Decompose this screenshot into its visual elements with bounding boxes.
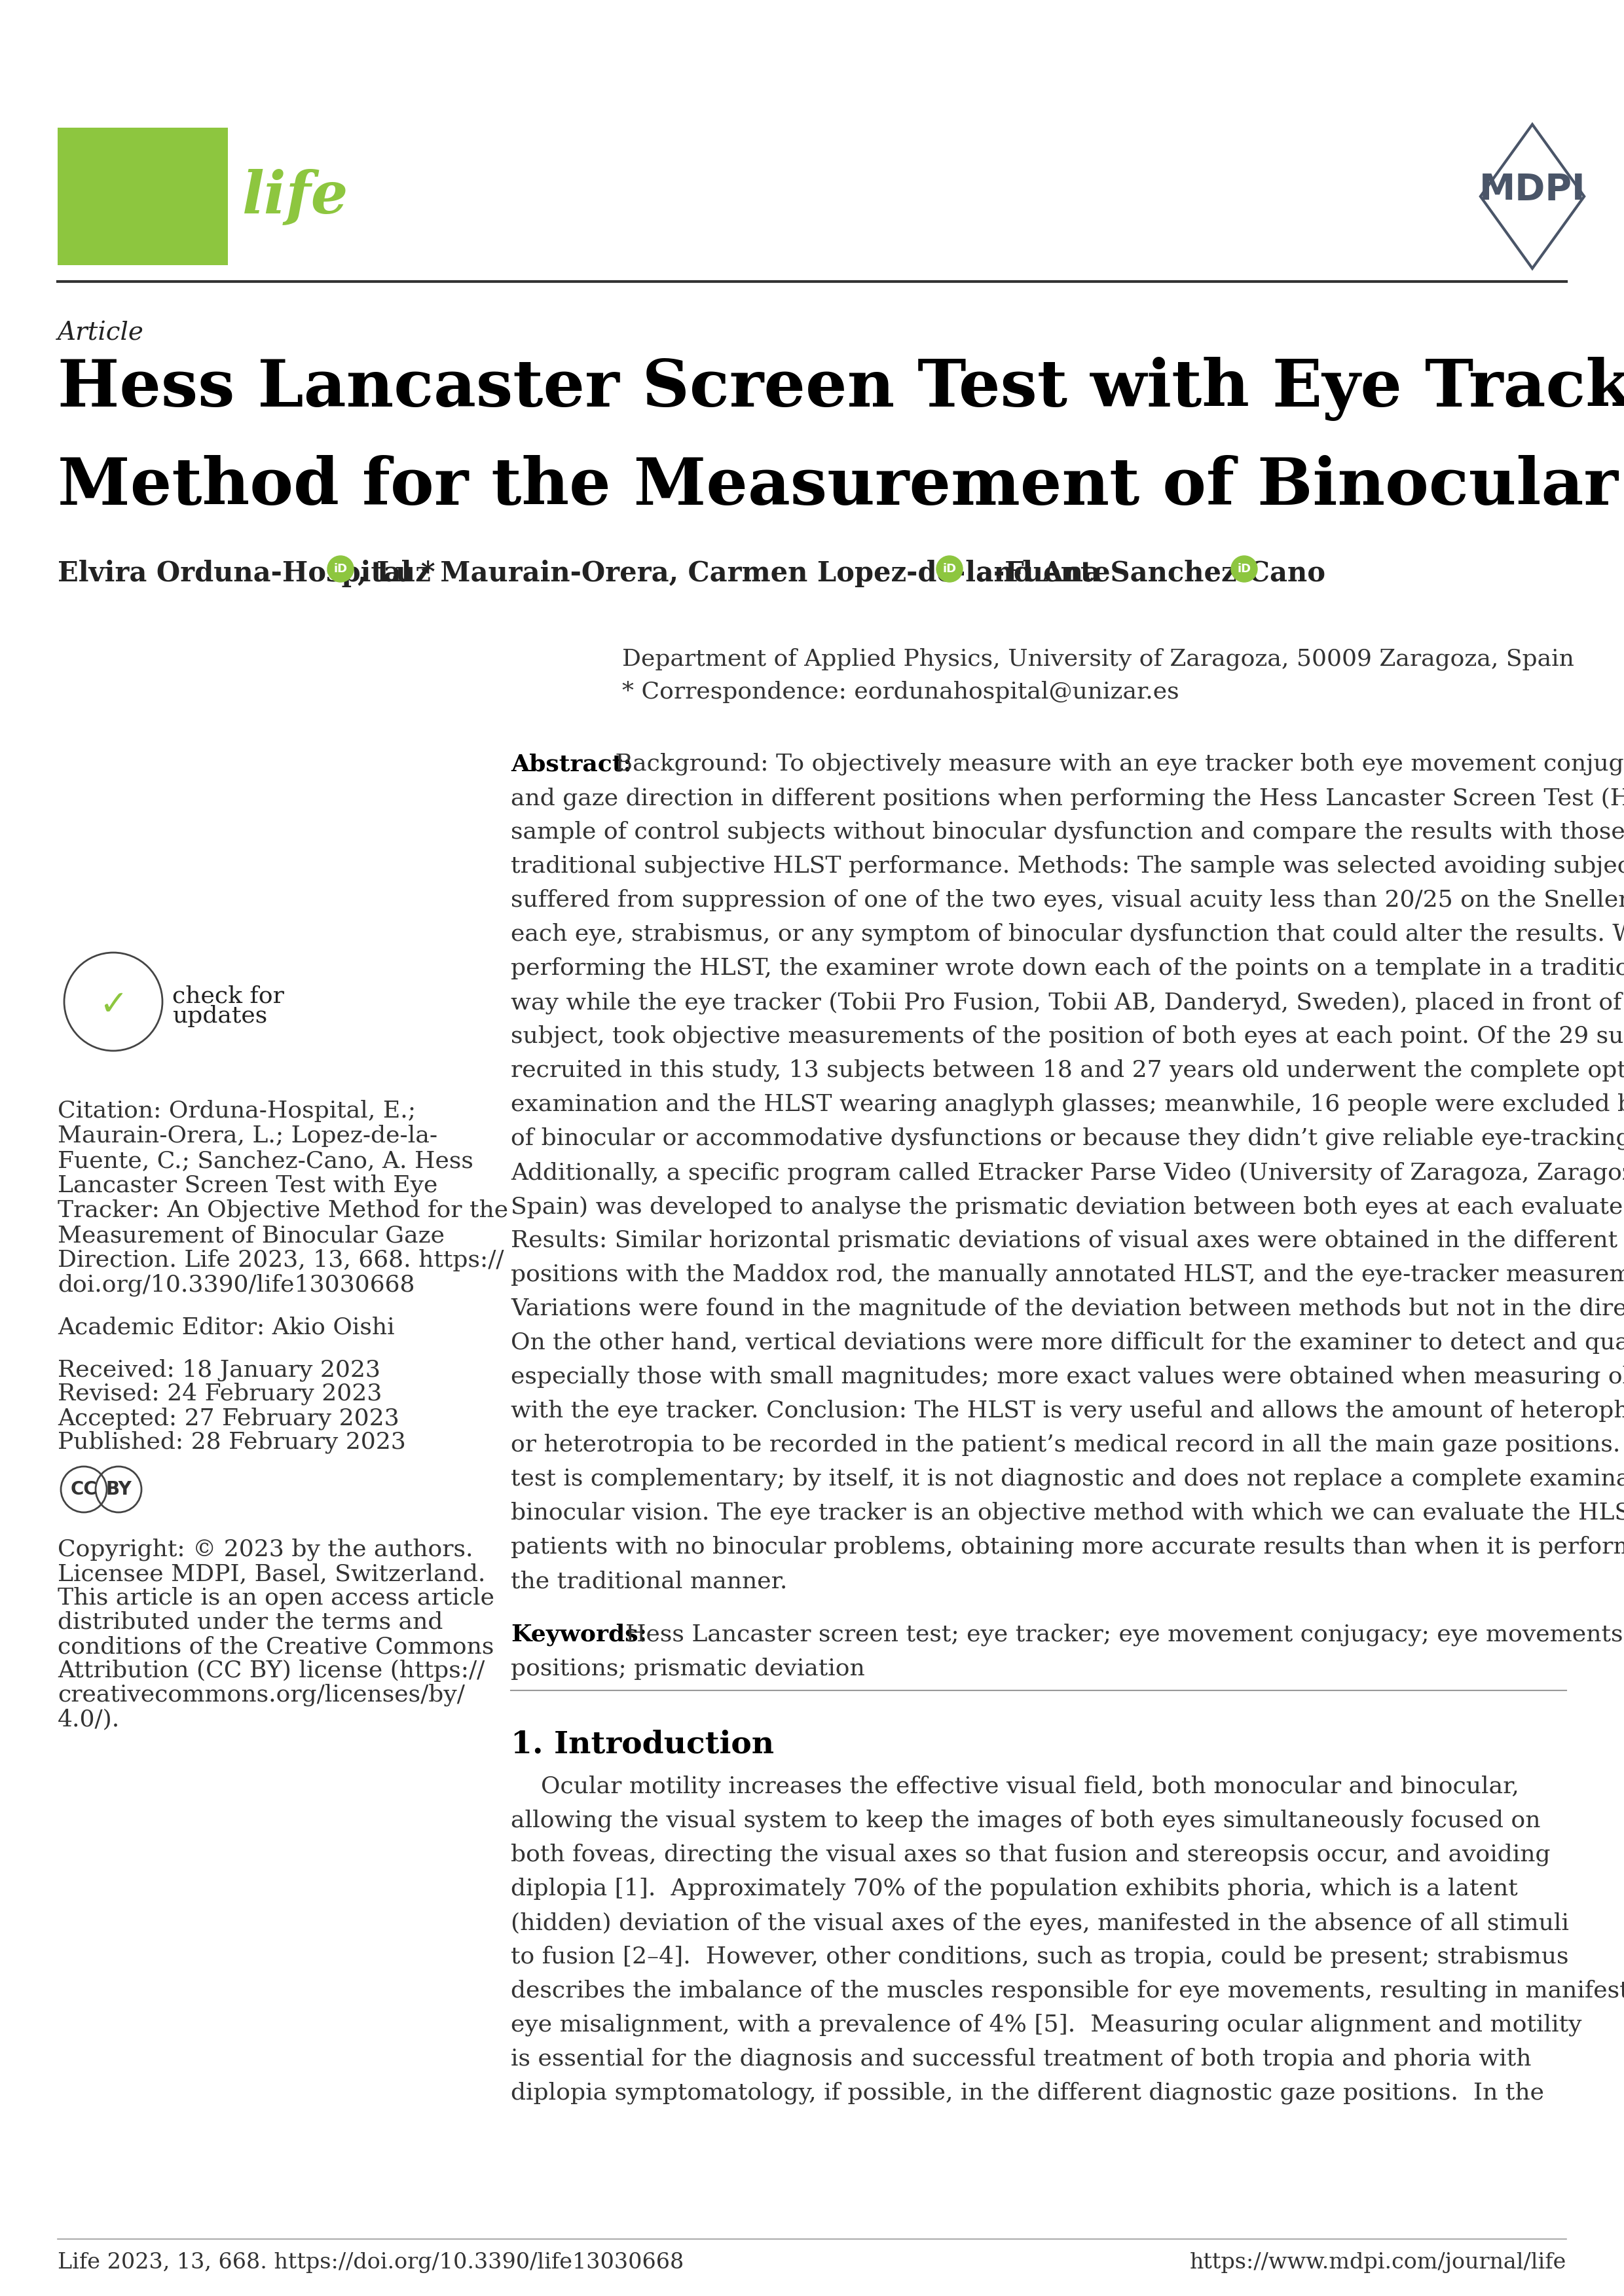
Text: Ocular motility increases the effective visual field, both monocular and binocul: Ocular motility increases the effective … (512, 1775, 1518, 1798)
Text: with the eye tracker. Conclusion: The HLST is very useful and allows the amount : with the eye tracker. Conclusion: The HL… (512, 1401, 1624, 1421)
Text: Additionally, a specific program called Etracker Parse Video (University of Zara: Additionally, a specific program called … (512, 1162, 1624, 1185)
Text: describes the imbalance of the muscles responsible for eye movements, resulting : describes the imbalance of the muscles r… (512, 1979, 1624, 2002)
Text: especially those with small magnitudes; more exact values were obtained when mea: especially those with small magnitudes; … (512, 1366, 1624, 1389)
Text: https://www.mdpi.com/journal/life: https://www.mdpi.com/journal/life (1190, 2252, 1567, 2273)
Text: life: life (242, 168, 349, 225)
Text: Life 2023, 13, 668. https://doi.org/10.3390/life13030668: Life 2023, 13, 668. https://doi.org/10.3… (57, 2252, 684, 2273)
Text: check for: check for (172, 985, 284, 1008)
Text: eye misalignment, with a prevalence of 4% [5].  Measuring ocular alignment and m: eye misalignment, with a prevalence of 4… (512, 2014, 1582, 2037)
Text: Published: 28 February 2023: Published: 28 February 2023 (57, 1430, 406, 1453)
Text: way while the eye tracker (Tobii Pro Fusion, Tobii AB, Danderyd, Sweden), placed: way while the eye tracker (Tobii Pro Fus… (512, 992, 1624, 1015)
Text: 1. Introduction: 1. Introduction (512, 1729, 775, 1759)
Text: Received: 18 January 2023: Received: 18 January 2023 (57, 1359, 380, 1382)
Text: Hess Lancaster Screen Test with Eye Tracker: An Objective: Hess Lancaster Screen Test with Eye Trac… (57, 356, 1624, 420)
Circle shape (937, 556, 963, 581)
Text: positions; prismatic deviation: positions; prismatic deviation (512, 1658, 866, 1681)
Text: Background: To objectively measure with an eye tracker both eye movement conjuga: Background: To objectively measure with … (607, 753, 1624, 776)
Text: (hidden) deviation of the visual axes of the eyes, manifested in the absence of : (hidden) deviation of the visual axes of… (512, 1913, 1569, 1933)
Text: Department of Applied Physics, University of Zaragoza, 50009 Zaragoza, Spain: Department of Applied Physics, Universit… (622, 647, 1574, 670)
Text: * Correspondence: eordunahospital@unizar.es: * Correspondence: eordunahospital@unizar… (622, 682, 1179, 703)
Text: and Ana Sanchez-Cano: and Ana Sanchez-Cano (966, 560, 1325, 588)
Text: Method for the Measurement of Binocular Gaze Direction: Method for the Measurement of Binocular … (57, 455, 1624, 519)
Text: sample of control subjects without binocular dysfunction and compare the results: sample of control subjects without binoc… (512, 822, 1624, 843)
Text: diplopia [1].  Approximately 70% of the population exhibits phoria, which is a l: diplopia [1]. Approximately 70% of the p… (512, 1878, 1518, 1901)
Text: Article: Article (57, 321, 145, 344)
Text: binocular vision. The eye tracker is an objective method with which we can evalu: binocular vision. The eye tracker is an … (512, 1502, 1624, 1525)
Text: distributed under the terms and: distributed under the terms and (57, 1612, 443, 1632)
Circle shape (328, 556, 354, 581)
Text: Variations were found in the magnitude of the deviation between methods but not : Variations were found in the magnitude o… (512, 1297, 1624, 1320)
Text: Hess Lancaster screen test; eye tracker; eye movement conjugacy; eye movements; : Hess Lancaster screen test; eye tracker;… (625, 1623, 1624, 1646)
Text: Results: Similar horizontal prismatic deviations of visual axes were obtained in: Results: Similar horizontal prismatic de… (512, 1231, 1624, 1251)
Text: iD: iD (942, 563, 957, 574)
Text: to fusion [2–4].  However, other conditions, such as tropia, could be present; s: to fusion [2–4]. However, other conditio… (512, 1945, 1569, 1968)
Text: Accepted: 27 February 2023: Accepted: 27 February 2023 (57, 1407, 400, 1430)
Text: allowing the visual system to keep the images of both eyes simultaneously focuse: allowing the visual system to keep the i… (512, 1809, 1541, 1832)
Text: creativecommons.org/licenses/by/: creativecommons.org/licenses/by/ (57, 1683, 464, 1706)
Text: patients with no binocular problems, obtaining more accurate results than when i: patients with no binocular problems, obt… (512, 1536, 1624, 1559)
Text: Revised: 24 February 2023: Revised: 24 February 2023 (57, 1382, 382, 1405)
Text: Tracker: An Objective Method for the: Tracker: An Objective Method for the (57, 1199, 508, 1221)
Text: 4.0/).: 4.0/). (57, 1708, 120, 1731)
Text: diplopia symptomatology, if possible, in the different diagnostic gaze positions: diplopia symptomatology, if possible, in… (512, 2082, 1544, 2105)
Text: Copyright: © 2023 by the authors.: Copyright: © 2023 by the authors. (57, 1538, 473, 1561)
Text: Fuente, C.; Sanchez-Cano, A. Hess: Fuente, C.; Sanchez-Cano, A. Hess (57, 1150, 473, 1171)
Text: updates: updates (172, 1006, 268, 1026)
Text: traditional subjective HLST performance. Methods: The sample was selected avoidi: traditional subjective HLST performance.… (512, 854, 1624, 877)
Text: Lancaster Screen Test with Eye: Lancaster Screen Test with Eye (57, 1176, 438, 1196)
Text: Licensee MDPI, Basel, Switzerland.: Licensee MDPI, Basel, Switzerland. (57, 1564, 486, 1584)
Text: of binocular or accommodative dysfunctions or because they didn’t give reliable : of binocular or accommodative dysfunctio… (512, 1127, 1624, 1150)
Text: suffered from suppression of one of the two eyes, visual acuity less than 20/25 : suffered from suppression of one of the … (512, 889, 1624, 912)
Text: both foveas, directing the visual axes so that fusion and stereopsis occur, and : both foveas, directing the visual axes s… (512, 1844, 1551, 1867)
Text: BY: BY (106, 1481, 132, 1499)
Text: This article is an open access article: This article is an open access article (57, 1587, 494, 1609)
Text: examination and the HLST wearing anaglyph glasses; meanwhile, 16 people were exc: examination and the HLST wearing anaglyp… (512, 1093, 1624, 1116)
Text: or heterotropia to be recorded in the patient’s medical record in all the main g: or heterotropia to be recorded in the pa… (512, 1433, 1624, 1456)
Text: Maurain-Orera, L.; Lopez-de-la-: Maurain-Orera, L.; Lopez-de-la- (57, 1125, 437, 1148)
Text: Keywords:: Keywords: (512, 1623, 646, 1646)
Text: recruited in this study, 13 subjects between 18 and 27 years old underwent the c: recruited in this study, 13 subjects bet… (512, 1058, 1624, 1081)
Text: MDPI: MDPI (1479, 172, 1585, 207)
Text: performing the HLST, the examiner wrote down each of the points on a template in: performing the HLST, the examiner wrote … (512, 957, 1624, 980)
Text: iD: iD (1237, 563, 1250, 574)
Text: subject, took objective measurements of the position of both eyes at each point.: subject, took objective measurements of … (512, 1026, 1624, 1047)
Text: Spain) was developed to analyse the prismatic deviation between both eyes at eac: Spain) was developed to analyse the pris… (512, 1196, 1624, 1219)
Text: conditions of the Creative Commons: conditions of the Creative Commons (57, 1635, 494, 1658)
Text: On the other hand, vertical deviations were more difficult for the examiner to d: On the other hand, vertical deviations w… (512, 1332, 1624, 1355)
Text: Citation: Orduna-Hospital, E.;: Citation: Orduna-Hospital, E.; (57, 1100, 416, 1123)
Text: positions with the Maddox rod, the manually annotated HLST, and the eye-tracker : positions with the Maddox rod, the manua… (512, 1263, 1624, 1286)
Text: test is complementary; by itself, it is not diagnostic and does not replace a co: test is complementary; by itself, it is … (512, 1467, 1624, 1490)
Text: and gaze direction in different positions when performing the Hess Lancaster Scr: and gaze direction in different position… (512, 788, 1624, 810)
Text: Abstract:: Abstract: (512, 753, 632, 776)
Text: the traditional manner.: the traditional manner. (512, 1570, 788, 1591)
Text: is essential for the diagnosis and successful treatment of both tropia and phori: is essential for the diagnosis and succe… (512, 2048, 1531, 2071)
Text: Academic Editor: Akio Oishi: Academic Editor: Akio Oishi (57, 1316, 395, 1339)
Text: ✓: ✓ (99, 987, 128, 1022)
Text: Direction. Life 2023, 13, 668. https://: Direction. Life 2023, 13, 668. https:// (57, 1249, 503, 1272)
Text: Attribution (CC BY) license (https://: Attribution (CC BY) license (https:// (57, 1660, 484, 1683)
Text: CC: CC (70, 1481, 97, 1499)
Text: Measurement of Binocular Gaze: Measurement of Binocular Gaze (57, 1224, 445, 1247)
Text: each eye, strabismus, or any symptom of binocular dysfunction that could alter t: each eye, strabismus, or any symptom of … (512, 923, 1624, 946)
Circle shape (1231, 556, 1257, 581)
Text: , Luz Maurain-Orera, Carmen Lopez-de-la-Fuente: , Luz Maurain-Orera, Carmen Lopez-de-la-… (357, 560, 1111, 588)
FancyBboxPatch shape (57, 129, 227, 264)
Text: doi.org/10.3390/life13030668: doi.org/10.3390/life13030668 (57, 1274, 414, 1297)
Text: Elvira Orduna-Hospital *: Elvira Orduna-Hospital * (57, 560, 435, 588)
Text: iD: iD (333, 563, 348, 574)
